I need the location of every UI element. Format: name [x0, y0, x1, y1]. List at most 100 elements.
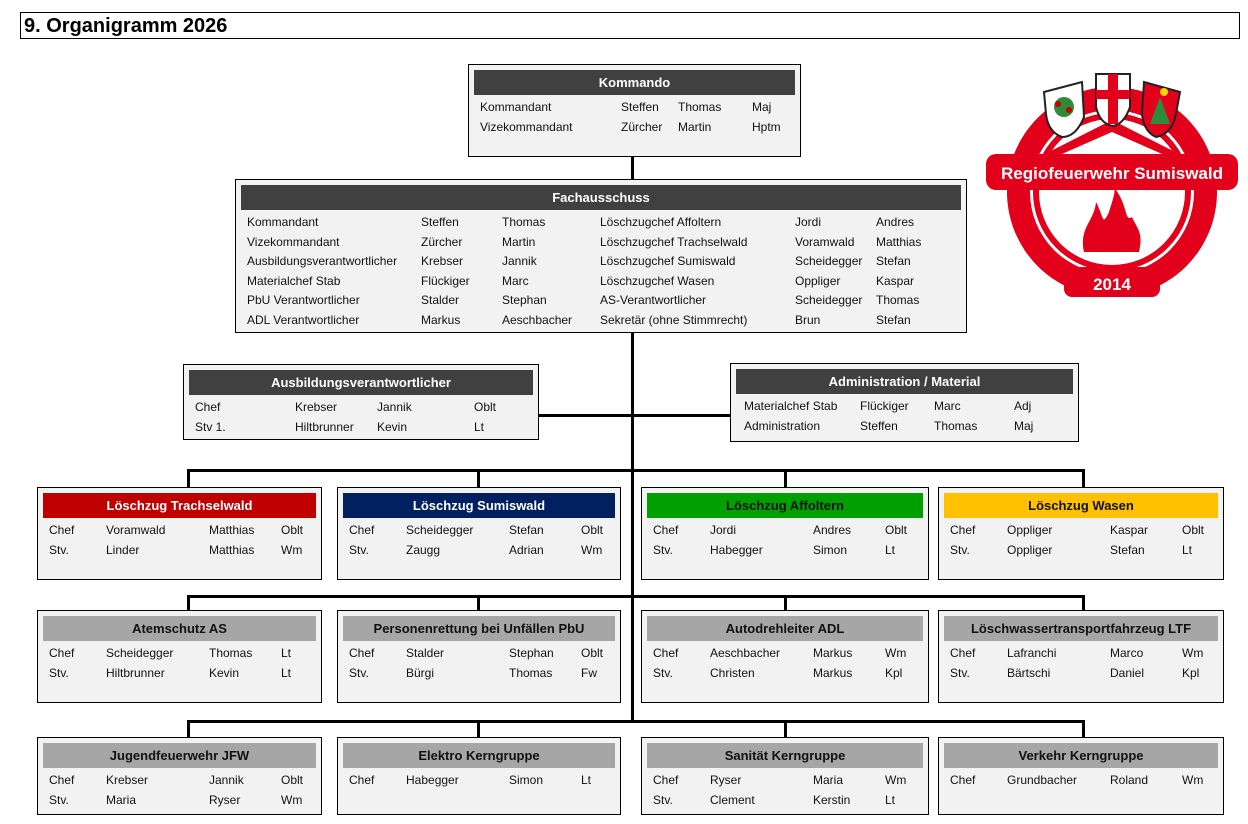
- member-cell: Chef: [950, 773, 976, 787]
- member-cell: Stefan: [876, 312, 911, 327]
- member-cell: Zürcher: [421, 234, 463, 249]
- member-cell: Simon: [509, 773, 544, 787]
- member-row: Stv. Zaugg Adrian Wm: [338, 541, 620, 561]
- atemschutz-header: Atemschutz AS: [43, 616, 316, 641]
- connector-drop: [1082, 596, 1085, 610]
- member-cell: Oppliger: [795, 273, 841, 288]
- member-row: Stv. Bärtschi Daniel Kpl: [939, 664, 1223, 684]
- member-cell: Scheidegger: [406, 523, 474, 537]
- member-row: Vizekommandant Zürcher Martin Hptm: [469, 118, 800, 138]
- member-cell: Markus: [813, 646, 853, 660]
- member-row: Chef Habegger Simon Lt: [338, 771, 620, 791]
- connector-row2: [187, 595, 1085, 598]
- ausbildung-header: Ausbildungsverantwortlicher: [189, 370, 533, 395]
- member-cell: Adrian: [509, 542, 544, 557]
- connector-trunk: [631, 156, 634, 722]
- member-cell: Lt: [885, 542, 896, 557]
- member-cell: Krebser: [295, 400, 338, 414]
- member-cell: Wm: [1182, 646, 1204, 660]
- member-cell: Kevin: [209, 665, 240, 680]
- member-cell: Marc: [934, 399, 961, 413]
- member-row: Chef Krebser Jannik Oblt: [38, 771, 321, 791]
- member-cell: Oblt: [1182, 523, 1205, 537]
- member-row: Materialchef Stab Flückiger Marc Löschzugch…: [236, 272, 966, 292]
- member-cell: Kerstin: [813, 792, 851, 807]
- lz-sumiswald-box: Löschzug Sumiswald Chef Scheidegger Stefan O…: [337, 487, 621, 580]
- administration-header: Administration / Material: [736, 369, 1073, 394]
- member-cell: Wm: [1182, 773, 1204, 787]
- member-cell: Stv.: [349, 542, 369, 557]
- member-cell: Maria: [106, 792, 137, 807]
- member-cell: Stv.: [49, 665, 69, 680]
- member-cell: Kommandant: [480, 100, 552, 114]
- elektro-header: Elektro Kerngruppe: [343, 743, 615, 768]
- member-cell: Aeschbacher: [710, 646, 781, 660]
- member-row: ADL Verantwortlicher Markus Aeschbacher Sek…: [236, 311, 966, 331]
- member-cell: Marc: [502, 273, 529, 288]
- member-cell: Maria: [813, 773, 844, 787]
- member-row: Stv. Bürgi Thomas Fw: [338, 664, 620, 684]
- member-cell: Martin: [678, 119, 712, 134]
- member-cell: Voramwald: [106, 523, 166, 537]
- verkehr-box: Verkehr Kerngruppe Chef Grundbacher Roland W…: [938, 737, 1224, 815]
- member-cell: Stephan: [509, 646, 554, 660]
- connector-drop: [784, 470, 787, 487]
- member-cell: Simon: [813, 542, 848, 557]
- pbu-box: Personenrettung bei Unfällen PbU Chef Stal…: [337, 610, 621, 703]
- member-cell: Thomas: [502, 215, 546, 229]
- member-cell: Matthias: [209, 542, 255, 557]
- member-cell: Clement: [710, 792, 755, 807]
- member-cell: Chef: [653, 773, 679, 787]
- member-cell: Fw: [581, 665, 597, 680]
- page-title: 9. Organigramm 2026: [20, 12, 1240, 39]
- lz-trachselwald-header: Löschzug Trachselwald: [43, 493, 316, 518]
- member-cell: Kaspar: [876, 273, 915, 288]
- member-cell: Lt: [1182, 542, 1193, 557]
- member-cell: Ryser: [710, 773, 742, 787]
- kommando-header: Kommando: [474, 70, 795, 95]
- member-cell: Materialchef Stab: [247, 273, 341, 288]
- ltf-box: Löschwassertransportfahrzeug LTF Chef Lafr…: [938, 610, 1224, 703]
- member-cell: Thomas: [876, 293, 920, 307]
- svg-text:Regiofeuerwehr Sumiswald: Regiofeuerwehr Sumiswald: [1001, 164, 1223, 183]
- member-cell: Stephan: [502, 293, 547, 307]
- member-cell: Kommandant: [247, 215, 319, 229]
- member-row: Chef Scheidegger Thomas Lt: [38, 644, 321, 664]
- member-cell: Stv.: [950, 542, 970, 557]
- member-cell: Lt: [885, 792, 896, 807]
- fachausschuss-box: Fachausschuss Kommandant Steffen Thomas Lösc…: [235, 179, 967, 333]
- member-row: Vizekommandant Zürcher Martin Löschzugchef …: [236, 233, 966, 253]
- member-cell: Kevin: [377, 419, 408, 434]
- member-cell: Chef: [349, 523, 375, 537]
- member-cell: Marco: [1110, 646, 1144, 660]
- sanitaet-header: Sanität Kerngruppe: [647, 743, 923, 768]
- member-cell: Vizekommandant: [247, 234, 340, 249]
- member-cell: Zaugg: [406, 542, 441, 557]
- kommando-box: Kommando Kommandant Steffen Thomas Maj Vizeko…: [468, 64, 801, 157]
- member-cell: Krebser: [421, 254, 464, 268]
- member-cell: Maj: [1014, 418, 1034, 433]
- member-cell: Hiltbrunner: [295, 419, 354, 434]
- member-cell: Chef: [195, 400, 221, 414]
- member-cell: Thomas: [678, 100, 722, 114]
- member-cell: Krebser: [106, 773, 149, 787]
- member-cell: Stefan: [1110, 542, 1145, 557]
- ltf-header: Löschwassertransportfahrzeug LTF: [944, 616, 1218, 641]
- member-row: Stv. Maria Ryser Wm: [38, 791, 321, 811]
- member-cell: Bürgi: [406, 665, 435, 680]
- member-cell: Wm: [281, 792, 303, 807]
- verkehr-header: Verkehr Kerngruppe: [944, 743, 1218, 768]
- member-cell: Steffen: [421, 215, 459, 229]
- member-cell: Wm: [281, 542, 303, 557]
- member-cell: Löschzugchef Wasen: [600, 273, 715, 288]
- member-cell: Stv.: [950, 665, 970, 680]
- regiofeuerwehr-logo: Regiofeuerwehr Sumiswald 2014: [986, 73, 1238, 297]
- member-cell: Chef: [49, 646, 75, 660]
- connector-drop: [187, 470, 190, 487]
- ausbildung-box: Ausbildungsverantwortlicher Chef Krebser Ja…: [183, 364, 539, 440]
- member-cell: Aeschbacher: [502, 312, 573, 327]
- member-cell: Habegger: [406, 773, 459, 787]
- member-cell: Andres: [876, 215, 915, 229]
- member-cell: Lt: [581, 773, 592, 787]
